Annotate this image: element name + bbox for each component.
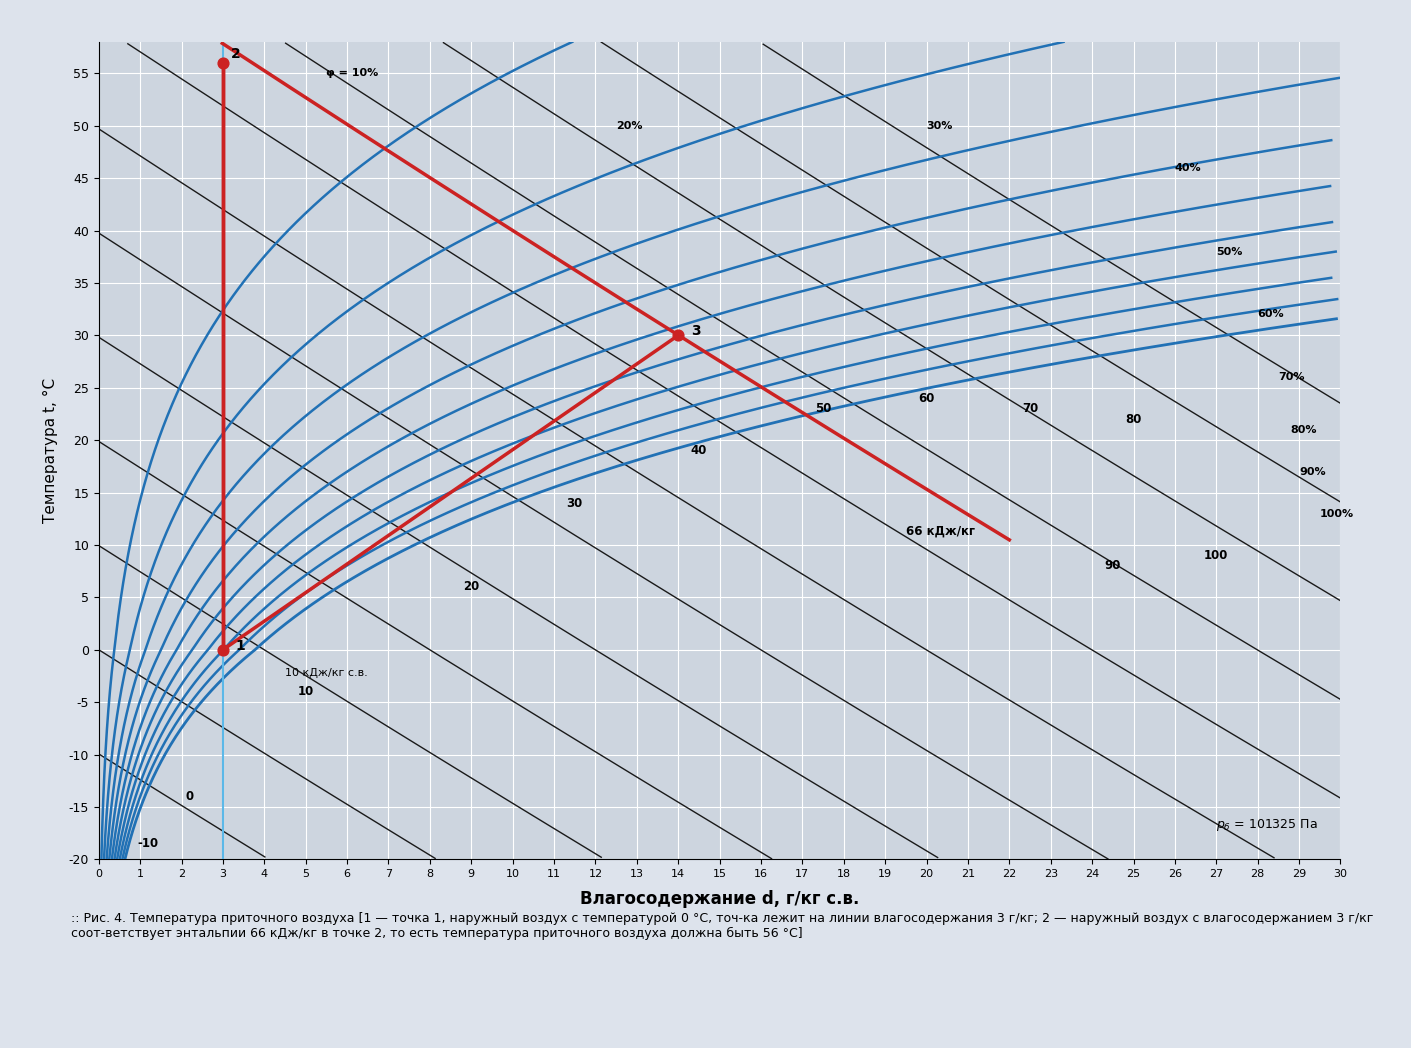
Text: 50: 50	[816, 402, 831, 415]
Text: 3: 3	[690, 325, 700, 339]
X-axis label: Влагосодержание d, г/кг с.в.: Влагосодержание d, г/кг с.в.	[580, 890, 859, 909]
Text: 80: 80	[1126, 413, 1141, 425]
Text: 50%: 50%	[1216, 246, 1243, 257]
Text: 20: 20	[463, 581, 480, 593]
Point	[667, 327, 690, 344]
Text: 70: 70	[1022, 402, 1038, 415]
Text: 0: 0	[186, 790, 193, 803]
Y-axis label: Температура t, °C: Температура t, °C	[42, 378, 58, 523]
Text: 70%: 70%	[1278, 372, 1305, 383]
Text: 66 кДж/кг: 66 кДж/кг	[906, 524, 975, 538]
Text: 40: 40	[691, 444, 707, 457]
Text: 20%: 20%	[617, 121, 642, 131]
Text: φ = 10%: φ = 10%	[326, 68, 378, 79]
Text: 60: 60	[919, 392, 934, 405]
Text: 30: 30	[567, 497, 583, 509]
Text: -10: -10	[138, 837, 159, 850]
Point	[212, 54, 234, 71]
Text: 10: 10	[298, 685, 313, 698]
Text: 60%: 60%	[1257, 309, 1284, 320]
Text: 2: 2	[231, 47, 241, 61]
Text: :: Рис. 4. Температура приточного воздуха [1 — точка 1, наружный воздух с темпер: :: Рис. 4. Температура приточного воздух…	[71, 912, 1373, 940]
Text: 100%: 100%	[1319, 508, 1355, 519]
Text: 90: 90	[1105, 560, 1120, 572]
Text: 1: 1	[236, 639, 246, 653]
Text: $p_б$ = 101325 Па: $p_б$ = 101325 Па	[1216, 817, 1318, 833]
Text: 40%: 40%	[1175, 162, 1202, 173]
Text: 80%: 80%	[1291, 424, 1318, 435]
Text: 90%: 90%	[1300, 466, 1326, 477]
Text: 10 кДж/кг с.в.: 10 кДж/кг с.в.	[285, 668, 368, 678]
Text: 100: 100	[1204, 549, 1229, 562]
Text: 30%: 30%	[927, 121, 952, 131]
Point	[212, 641, 234, 658]
